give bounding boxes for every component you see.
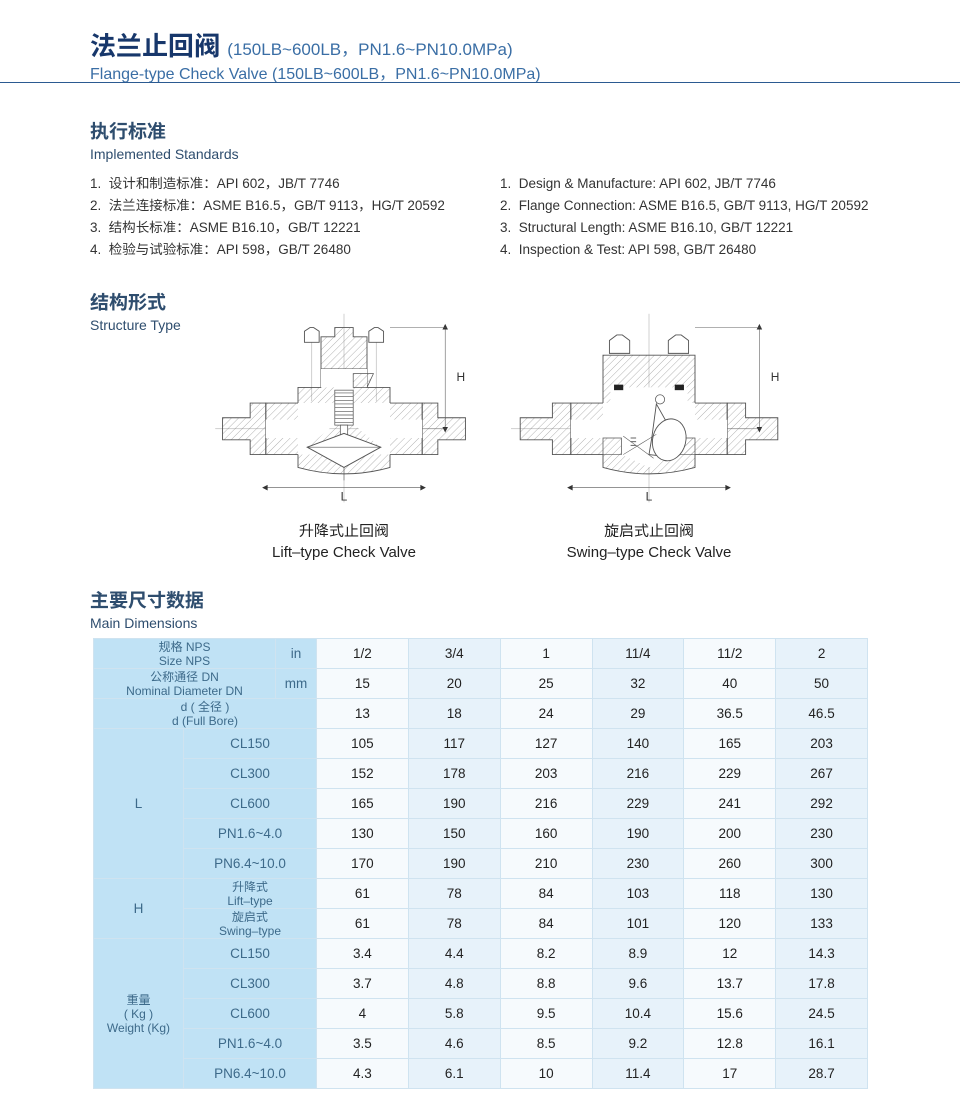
- svg-text:H: H: [457, 370, 466, 384]
- svg-text:L: L: [341, 490, 348, 504]
- svg-text:L: L: [646, 490, 653, 504]
- svg-text:H: H: [771, 370, 780, 384]
